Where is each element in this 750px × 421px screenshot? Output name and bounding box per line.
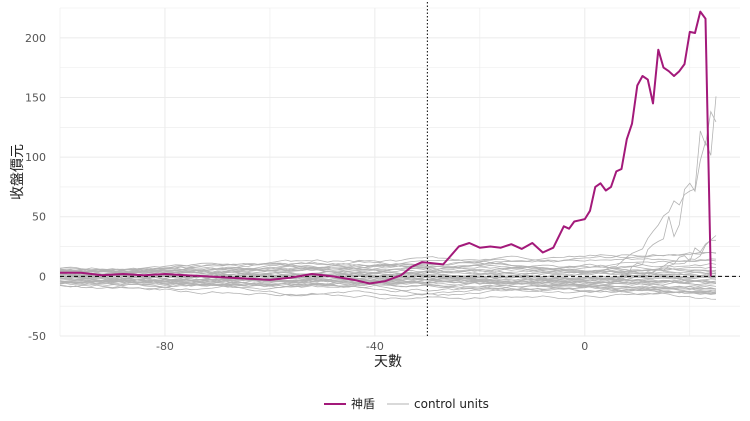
treated-series-group — [60, 10, 712, 285]
y-tick-label: 50 — [32, 211, 46, 224]
control-series-line — [59, 271, 717, 284]
y-tick-labels: -50 0 50 100 150 200 — [25, 32, 46, 343]
y-tick-label: 100 — [25, 151, 46, 164]
control-series-line — [59, 272, 717, 284]
y-axis-title: 收盤價元 — [9, 144, 26, 200]
x-tick-label: 0 — [581, 340, 588, 353]
x-axis-title: 天數 — [374, 354, 402, 370]
y-tick-label: 200 — [25, 32, 46, 45]
legend: 神盾 control units — [324, 397, 489, 411]
control-series-group — [59, 96, 717, 300]
x-tick-labels: -80 -40 0 — [156, 340, 588, 353]
control-series-line — [59, 264, 717, 276]
y-tick-label: 150 — [25, 91, 46, 104]
x-tick-label: -80 — [156, 340, 174, 353]
grid-lines — [59, 7, 740, 337]
control-series-line — [59, 256, 717, 278]
control-series-line — [59, 272, 717, 290]
control-series-line — [59, 262, 717, 276]
treated-series-line — [60, 10, 712, 285]
legend-treated-label: 神盾 — [351, 397, 375, 411]
control-series-line — [59, 268, 717, 280]
control-series-line — [59, 262, 717, 279]
control-series-line — [60, 277, 717, 289]
control-series-line — [59, 284, 717, 297]
control-series-line — [59, 259, 717, 282]
y-tick-label: 0 — [39, 270, 46, 283]
control-series-line — [59, 284, 717, 300]
control-series-line — [59, 110, 717, 275]
x-tick-label: -40 — [366, 340, 384, 353]
legend-control-label: control units — [414, 397, 489, 411]
y-tick-label: -50 — [28, 330, 46, 343]
